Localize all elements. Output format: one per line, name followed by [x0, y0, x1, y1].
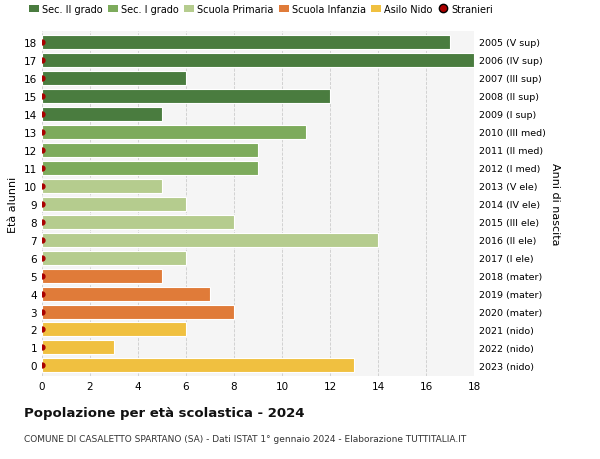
Bar: [42, 269, 162, 283]
Bar: [42, 251, 186, 265]
Bar: [42, 144, 258, 157]
Bar: [42, 107, 162, 122]
Bar: [42, 162, 258, 175]
Bar: [42, 358, 354, 373]
Bar: [42, 72, 186, 86]
Y-axis label: Età alunni: Età alunni: [8, 176, 19, 232]
Bar: [42, 287, 210, 301]
Bar: [42, 54, 474, 68]
Bar: [42, 323, 186, 337]
Bar: [42, 233, 378, 247]
Bar: [42, 90, 330, 104]
Bar: [42, 179, 162, 193]
Bar: [42, 197, 186, 211]
Legend: Sec. II grado, Sec. I grado, Scuola Primaria, Scuola Infanzia, Asilo Nido, Stran: Sec. II grado, Sec. I grado, Scuola Prim…: [29, 5, 493, 15]
Bar: [42, 36, 450, 50]
Bar: [42, 126, 306, 140]
Text: Popolazione per età scolastica - 2024: Popolazione per età scolastica - 2024: [24, 406, 305, 419]
Y-axis label: Anni di nascita: Anni di nascita: [550, 163, 560, 246]
Bar: [42, 305, 234, 319]
Text: COMUNE DI CASALETTO SPARTANO (SA) - Dati ISTAT 1° gennaio 2024 - Elaborazione TU: COMUNE DI CASALETTO SPARTANO (SA) - Dati…: [24, 434, 466, 443]
Bar: [42, 215, 234, 229]
Bar: [42, 341, 114, 355]
